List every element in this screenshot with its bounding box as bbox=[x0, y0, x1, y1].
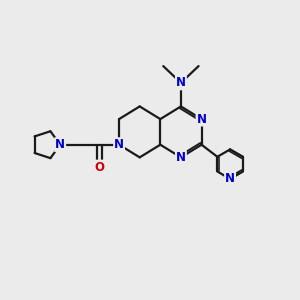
Text: N: N bbox=[225, 172, 235, 185]
Text: N: N bbox=[55, 138, 65, 151]
Text: N: N bbox=[176, 76, 186, 89]
Text: N: N bbox=[196, 112, 206, 126]
Text: N: N bbox=[114, 138, 124, 151]
Text: O: O bbox=[94, 160, 104, 174]
Text: N: N bbox=[176, 151, 186, 164]
